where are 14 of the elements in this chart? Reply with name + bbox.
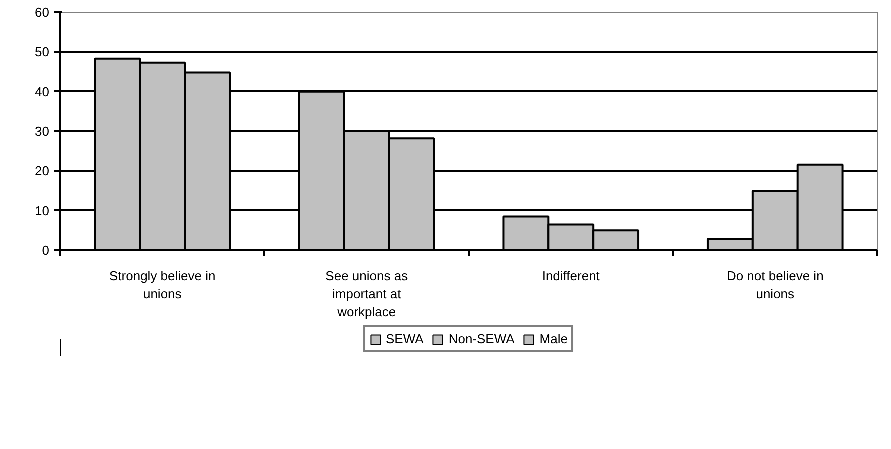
legend-label: Non-SEWA [448, 332, 515, 346]
x-tick-label: Do not believe in unions [726, 268, 824, 302]
x-tick-label: Indifferent [542, 268, 600, 284]
x-tick-label: Strongly believe in unions [110, 268, 216, 302]
x-tick-label: See unions as important at workplace [326, 268, 409, 320]
legend-label: Male [540, 332, 568, 346]
y-tick-label: 50 [35, 44, 50, 60]
y-tick-label: 20 [35, 164, 50, 179]
y-tick-label: 30 [35, 124, 50, 139]
legend-label: SEWA [386, 332, 424, 346]
y-tick-label: 40 [35, 84, 50, 100]
y-tick-label: 0 [42, 243, 50, 258]
y-tick-label: 10 [35, 203, 50, 218]
y-tick-label: 60 [35, 5, 50, 20]
